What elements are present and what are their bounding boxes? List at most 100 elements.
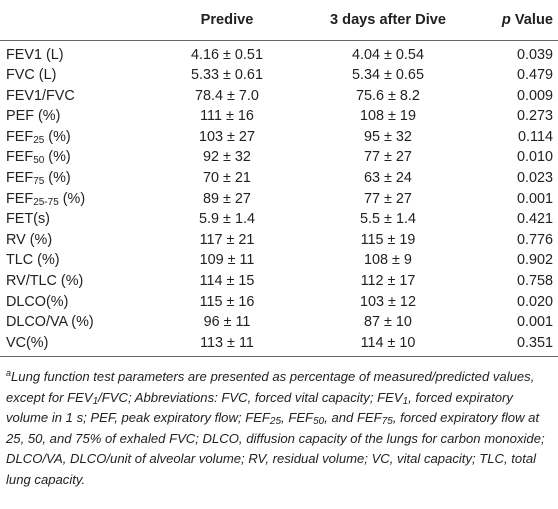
cell-after-dive: 4.04 ± 0.54 [352,46,424,63]
row-parameter: PEF (%) [0,106,156,127]
header-p-value: p Value [478,0,558,41]
parameter-label: FEF [6,128,34,145]
cell-predive: 113 ± 11 [156,332,298,358]
cell-after-dive: 77 ± 27 [364,149,412,166]
cell-after-dive: 5.34 ± 0.65 [352,67,424,84]
cell-p-value: 0.001 [516,314,553,331]
header-after-dive: 3 days after Dive [298,0,478,41]
row-parameter: DLCO(%) [0,292,156,313]
cell-p-value: 0.421 [516,211,553,228]
cell-p-value: 0.114 [518,128,553,145]
footnote-sub: 1 [402,395,409,407]
parameter-label: RV (%) [6,231,53,248]
row-parameter: RV (%) [0,230,156,251]
cell-predive: 92 ± 32 [203,149,251,166]
header-parameter [0,0,156,41]
row-parameter: FEV1 (L) [0,41,156,66]
parameter-subscript: 75 [33,176,45,188]
cell-p-value: 0.001 [516,190,553,207]
footnote-sub: 25 [269,416,282,428]
footnote-sub: 50 [313,416,325,428]
parameter-label: FEV1/FVC [6,87,75,104]
parameter-label: FEF [6,149,34,166]
row-parameter: FEV1/FVC [0,86,156,107]
table-row: VC(%) 113 ± 11 114 ± 10 0.351 [0,332,558,358]
cell-p-value: 0.039 [516,46,553,63]
row-parameter: FEF50 (%) [0,147,156,168]
parameter-subscript: 25-75 [33,196,59,208]
table-row: RV/TLC (%) 114 ± 15 112 ± 17 0.758 [0,271,558,292]
row-parameter: FET(s) [0,209,156,230]
parameter-unit: (%) [44,170,71,187]
cell-after-dive: 112 ± 17 [360,273,416,290]
row-parameter: FEF25-75 (%) [0,189,156,210]
cell-predive: 115 ± 16 [199,293,255,310]
cell-p-value: 0.758 [516,273,553,290]
footnote-text: , and FEF [324,410,382,426]
cell-p-value: 0.009 [516,87,553,104]
cell-p-value: 0.479 [516,67,553,84]
cell-predive: 117 ± 21 [199,231,255,248]
footnote-sub: 75 [381,416,393,428]
cell-after-dive: 77 ± 27 [364,190,412,207]
cell-predive: 114 ± 15 [199,273,255,290]
footnote-sub: 1 [92,395,99,407]
parameter-label: FEF [6,190,34,207]
cell-p-value: 0.273 [516,108,553,125]
row-parameter: FVC (L) [0,65,156,86]
table-row: FEV1 (L) 4.16 ± 0.51 4.04 ± 0.54 0.039 [0,41,558,66]
header-value-word: Value [510,11,553,28]
cell-predive: 103 ± 27 [199,128,255,145]
cell-predive: 5.9 ± 1.4 [199,211,255,228]
parameter-label: DLCO/VA (%) [6,314,94,331]
parameter-label: FVC (L) [6,67,57,84]
parameter-subscript: 25 [33,134,45,146]
parameter-label: FEF [6,170,34,187]
row-parameter: VC(%) [0,332,156,358]
footnote-text: Lung function test parameters are presen… [6,369,535,405]
parameter-label: PEF (%) [6,108,61,125]
parameter-unit: (%) [58,190,86,207]
footnote-text: , forced expiratory volume in 1 s; PEF, … [6,389,513,426]
row-parameter: FEF25 (%) [0,127,156,148]
table-row: FEV1/FVC 78.4 ± 7.0 75.6 ± 8.2 0.009 [0,86,558,107]
cell-p-value: 0.020 [516,293,553,310]
cell-p-value: 0.902 [516,252,553,269]
footnote-text: , forced expiratory flow at 25, 50, and … [6,410,545,487]
cell-predive: 96 ± 11 [203,314,251,331]
footnote-text: , FEF [281,410,314,426]
table-row: FVC (L) 5.33 ± 0.61 5.34 ± 0.65 0.479 [0,65,558,86]
cell-predive: 89 ± 27 [203,190,251,207]
cell-predive: 4.16 ± 0.51 [191,46,263,63]
cell-predive: 78.4 ± 7.0 [195,87,259,104]
parameter-label: FEV1 (L) [6,46,64,63]
cell-after-dive: 103 ± 12 [360,293,416,310]
cell-after-dive: 63 ± 24 [364,170,412,187]
cell-predive: 109 ± 11 [199,252,255,269]
table-row: PEF (%) 111 ± 16 108 ± 19 0.273 [0,106,558,127]
table-row: RV (%) 117 ± 21 115 ± 19 0.776 [0,230,558,251]
footnote-marker: a [6,368,12,379]
cell-after-dive: 108 ± 19 [360,108,416,125]
header-predive: Predive [156,0,298,41]
parameter-label: VC(%) [6,334,49,351]
footnote: aLung function test parameters are prese… [0,357,558,490]
cell-p-value: 0.776 [516,231,553,248]
cell-predive: 111 ± 16 [200,108,254,125]
parameter-label: FET(s) [6,211,50,228]
row-parameter: TLC (%) [0,250,156,271]
table-row: FET(s) 5.9 ± 1.4 5.5 ± 1.4 0.421 [0,209,558,230]
table-body: FEV1 (L) 4.16 ± 0.51 4.04 ± 0.54 0.039 FVC (… [0,41,558,358]
table-row: FEF50 (%) 92 ± 32 77 ± 27 0.010 [0,147,558,168]
footnote-text: /FVC; Abbreviations: FVC, forced vital c… [98,389,403,405]
cell-after-dive: 115 ± 19 [360,231,416,248]
row-parameter: FEF75 (%) [0,168,156,189]
header-row: Predive 3 days after Dive p Value [0,0,558,41]
table-row: FEF75 (%) 70 ± 21 63 ± 24 0.023 [0,168,558,189]
parameter-label: RV/TLC (%) [6,273,84,290]
parameter-label: DLCO(%) [6,293,69,310]
table-row: DLCO/VA (%) 96 ± 11 87 ± 10 0.001 [0,312,558,333]
cell-after-dive: 75.6 ± 8.2 [356,87,420,104]
parameter-label: TLC (%) [6,252,60,269]
table-row: TLC (%) 109 ± 11 108 ± 9 0.902 [0,250,558,271]
